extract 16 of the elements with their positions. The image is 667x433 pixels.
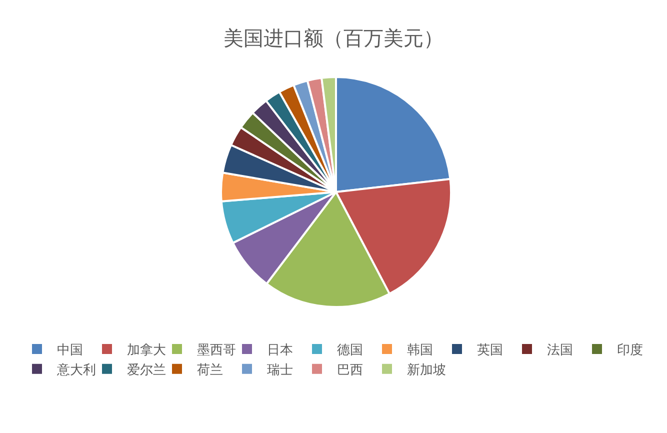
- legend-label: 爱尔兰: [127, 362, 166, 378]
- legend-label: 墨西哥: [197, 343, 236, 358]
- legend-label: 巴西: [337, 362, 363, 378]
- legend-label: 瑞士: [267, 362, 293, 378]
- legend-label: 新加坡: [407, 362, 446, 378]
- legend-label: 加拿大: [127, 343, 166, 358]
- legend-label: 中国: [57, 343, 83, 358]
- legend-label: 法国: [547, 343, 573, 358]
- chart-title: 美国进口额（百万美元）: [224, 26, 444, 50]
- legend-label: 日本: [267, 343, 293, 358]
- legend-label: 德国: [337, 343, 363, 358]
- legend-label: 印度: [617, 342, 643, 358]
- legend-label: 意大利: [56, 362, 96, 378]
- legend-label: 韩国: [407, 343, 433, 358]
- legend-label: 荷兰: [197, 362, 223, 378]
- legend-label: 英国: [477, 343, 503, 358]
